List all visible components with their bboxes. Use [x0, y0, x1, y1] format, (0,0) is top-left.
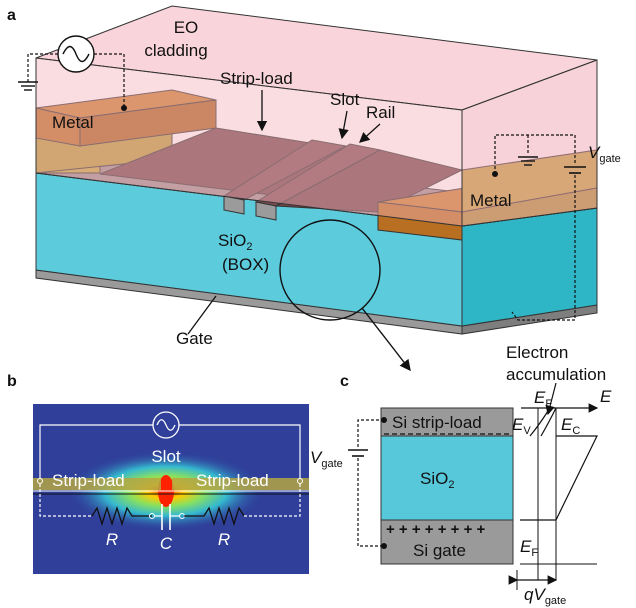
slot-label: Slot: [330, 90, 360, 109]
strip-load-left-block: [33, 478, 161, 490]
resistor-left-label: R: [106, 530, 118, 549]
qvgate-label: qVgate: [524, 585, 566, 607]
slot-label-b: Slot: [151, 447, 181, 466]
electron-label-1: Electron: [506, 343, 568, 362]
c-node-bottom: [381, 543, 387, 549]
rail-label: Rail: [366, 103, 395, 122]
panel-c-letter: c: [340, 373, 349, 390]
metal-right-contact: [492, 171, 498, 177]
oxide-band-profile: [520, 435, 598, 521]
zoom-circle: [279, 219, 381, 321]
right-wire-top: [494, 134, 560, 174]
rc-wire-right: [244, 484, 301, 517]
sio2-layer-c: [380, 435, 514, 521]
b-node-right: [297, 478, 303, 484]
valence-band-bend: [529, 407, 551, 437]
metal-left-label: Metal: [52, 113, 94, 132]
metal-right-label: Metal: [470, 191, 512, 210]
rc-wire-left: [39, 484, 92, 517]
conduction-band-bend: [540, 407, 557, 437]
b-wire-right: [179, 424, 301, 478]
slot-arrow: [338, 110, 349, 140]
ef-top-label: EF: [534, 388, 552, 410]
sio2-label-c: SiO2: [420, 469, 454, 491]
panel-b-letter: b: [7, 373, 17, 390]
panel-a-letter: a: [7, 7, 16, 24]
ec-label: EC: [561, 415, 580, 437]
rail-right-front: [255, 201, 277, 221]
ac-wire-right: [94, 53, 125, 108]
si-strip-load-label: Si strip-load: [392, 413, 482, 432]
sio2-label: SiO2: [218, 231, 252, 253]
eo-cladding-label-1: EO: [174, 18, 199, 37]
battery-wire-top: [560, 134, 576, 165]
positive-charge-row: + + + + + + + +: [386, 521, 485, 538]
eo-cladding-label-2: cladding: [144, 41, 207, 60]
cladding-side: [461, 59, 598, 227]
vgate-label: Vgate: [588, 143, 621, 165]
strip-load-right-label: Strip-load: [196, 471, 269, 490]
zoom-arrow: [361, 307, 411, 372]
ev-label: EV: [512, 415, 531, 437]
si-gate-label: Si gate: [413, 541, 466, 560]
metal-left-contact: [121, 105, 127, 111]
ac-wire-left: [27, 53, 58, 82]
gate-label: Gate: [176, 329, 213, 348]
ef-bottom-label: EF: [520, 537, 538, 559]
strip-load-right-block: [172, 478, 309, 490]
box-label: (BOX): [222, 255, 269, 274]
panel-c: c Electron accumulation Si strip-load Si…: [310, 343, 612, 607]
energy-axis-label: E: [600, 387, 612, 406]
c-wire-top: [357, 419, 384, 448]
panel-b: b Slot Strip-load Strip-load R C R: [7, 373, 309, 574]
strip-load-left-label: Strip-load: [52, 471, 125, 490]
b-node-left: [37, 478, 43, 484]
box-layer-side: [461, 207, 598, 327]
battery-wire-gate: [511, 175, 576, 321]
gate-pointer: [187, 295, 217, 335]
rail-left-front: [223, 195, 245, 215]
strip-load-label: Strip-load: [220, 69, 293, 88]
rail-arrow: [359, 123, 381, 143]
si-gate-layer: [380, 519, 514, 565]
b-wire-left: [39, 424, 153, 478]
sine-b-icon: [156, 419, 176, 431]
resistor-right-icon: [184, 505, 245, 527]
sine-icon: [62, 45, 90, 63]
resistor-left-icon: [91, 505, 152, 527]
capacitor-label: C: [160, 534, 173, 553]
panel-a: a EO cladding Strip-load: [7, 5, 621, 372]
c-wire-bottom: [357, 458, 384, 547]
vgate-label-c: Vgate: [310, 448, 343, 470]
resistor-right-label: R: [218, 530, 230, 549]
electron-label-2: accumulation: [506, 365, 606, 384]
c-node-top: [381, 417, 387, 423]
